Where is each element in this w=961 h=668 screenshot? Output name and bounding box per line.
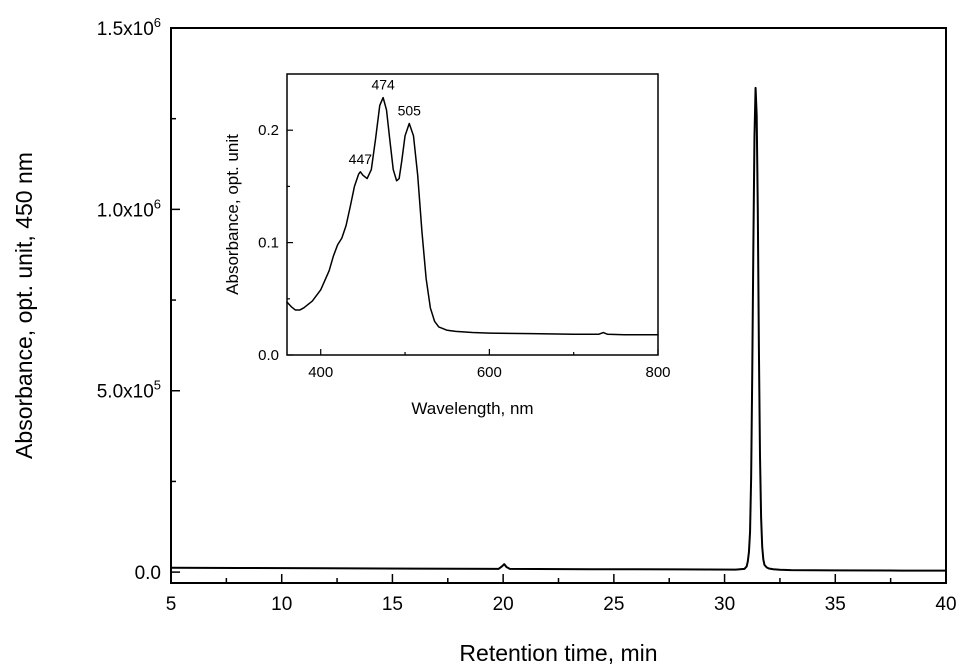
main-x-tick-label: 25 (603, 594, 624, 615)
inset-x-axis-title: Wavelength, nm (411, 399, 533, 418)
main-x-tick-label: 15 (382, 594, 403, 615)
main-x-tick-label: 5 (166, 594, 177, 615)
inset-peak-label: 474 (371, 77, 395, 93)
inset-peak-label: 447 (349, 151, 373, 167)
inset-y-tick-label: 0.0 (258, 347, 279, 364)
inset-x-tick-label: 800 (645, 364, 670, 381)
inset-y-tick-label: 0.2 (258, 122, 279, 139)
inset-plot-frame (286, 73, 659, 356)
main-x-tick-label: 35 (825, 594, 846, 615)
main-y-tick-label: 0.0 (135, 563, 161, 584)
inset-x-tick-label: 400 (308, 364, 333, 381)
main-y-tick-label: 1.0x106 (97, 196, 161, 221)
main-x-axis-title: Retention time, min (459, 640, 657, 666)
inset-y-tick-label: 0.1 (258, 235, 279, 252)
inset-x-tick-label: 600 (477, 364, 502, 381)
main-y-tick-label: 1.5x106 (97, 15, 161, 40)
inset-y-axis-title: Absorbance, opt. unit (223, 134, 242, 295)
main-x-tick-label: 20 (493, 594, 514, 615)
main-y-tick-label: 5.0x105 (97, 378, 161, 403)
main-series-line (170, 86, 947, 572)
inset-series-line (286, 96, 659, 336)
main-x-tick-label: 10 (271, 594, 292, 615)
inset-peak-label: 505 (398, 102, 422, 118)
main-x-tick-label: 30 (714, 594, 735, 615)
main-chart: 5 10 15 20 25 30 35 40 0.0 5.0x105 1.0x106 1.5x106 R… (11, 15, 957, 666)
main-x-tick-label: 40 (935, 594, 956, 615)
main-y-axis-title: Absorbance, opt. unit, 450 nm (11, 152, 37, 459)
